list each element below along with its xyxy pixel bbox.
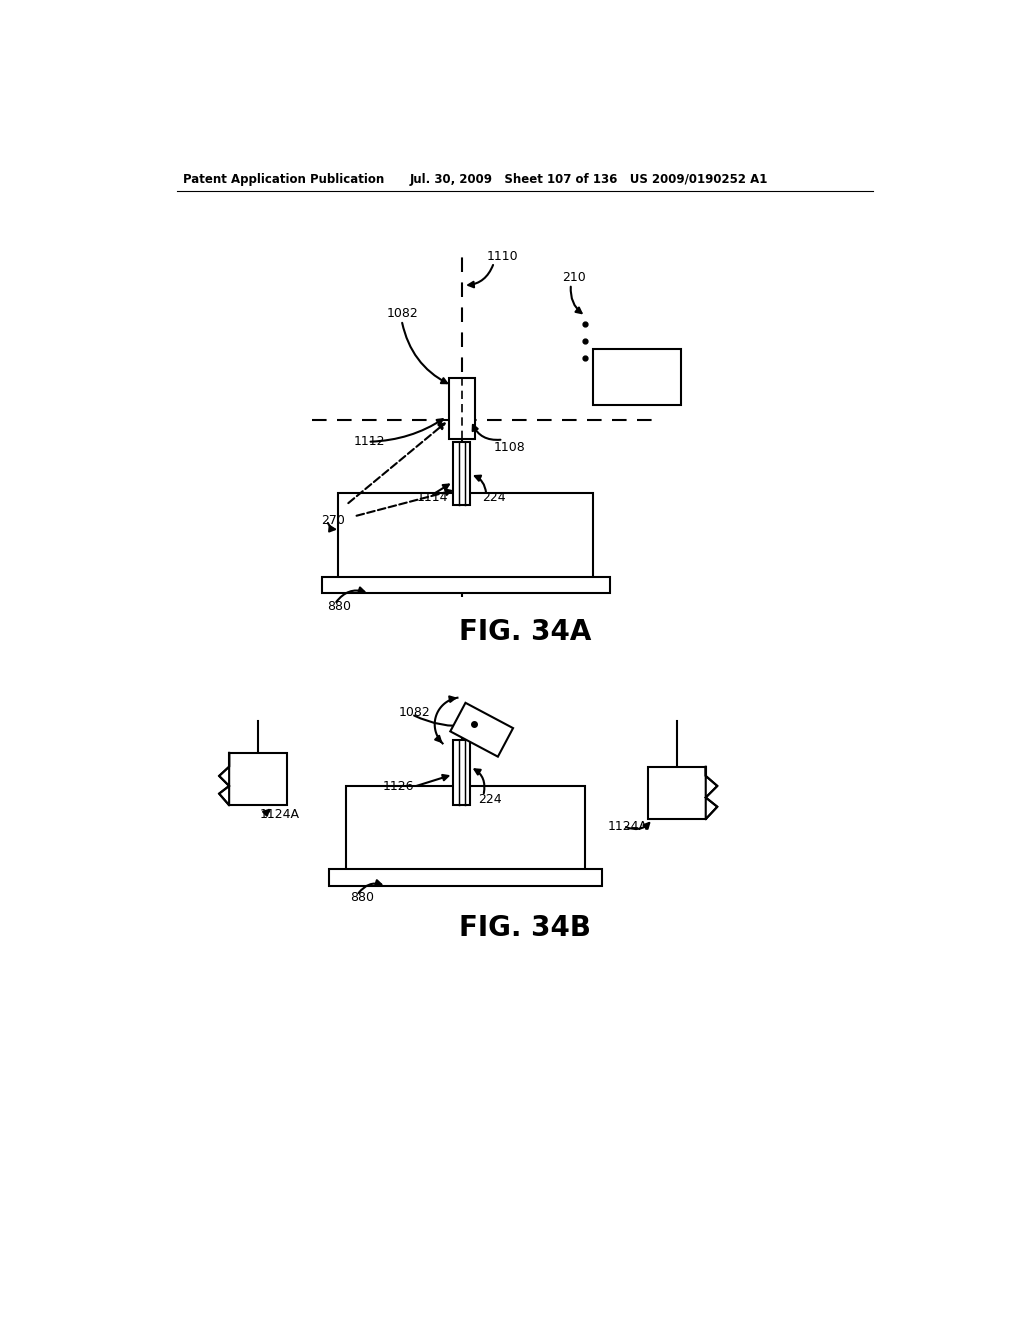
Bar (648, 767, 706, 818)
Text: 1112: 1112 (354, 436, 385, 449)
Text: Patent Application Publication: Patent Application Publication (183, 173, 384, 186)
Text: 1124A: 1124A (260, 808, 300, 821)
Polygon shape (219, 752, 229, 805)
Bar (346, 785, 585, 871)
Text: 880: 880 (350, 891, 374, 904)
Text: 1108: 1108 (494, 441, 525, 454)
Text: 270: 270 (322, 513, 345, 527)
Text: FIG. 34A: FIG. 34A (459, 618, 591, 645)
Text: 1082: 1082 (398, 706, 430, 719)
Text: FIG. 34B: FIG. 34B (459, 915, 591, 942)
Bar (454, 739, 470, 805)
Polygon shape (451, 702, 513, 756)
Bar (593, 350, 681, 405)
Text: 210: 210 (562, 271, 586, 284)
Text: 880: 880 (327, 601, 351, 612)
Text: 224: 224 (481, 491, 505, 504)
Bar (229, 752, 287, 805)
Bar (339, 494, 593, 578)
Bar (322, 577, 609, 594)
Text: Jul. 30, 2009   Sheet 107 of 136   US 2009/0190252 A1: Jul. 30, 2009 Sheet 107 of 136 US 2009/0… (410, 173, 768, 186)
Text: 1114: 1114 (417, 491, 449, 504)
Text: 1110: 1110 (486, 251, 518, 264)
Text: 1124A: 1124A (608, 820, 648, 833)
Bar (330, 869, 602, 886)
Bar (449, 378, 475, 440)
Text: 1082: 1082 (386, 308, 418, 321)
Bar (454, 442, 470, 506)
Text: 1126: 1126 (382, 780, 414, 793)
Text: 224: 224 (478, 792, 502, 805)
Polygon shape (706, 767, 717, 818)
